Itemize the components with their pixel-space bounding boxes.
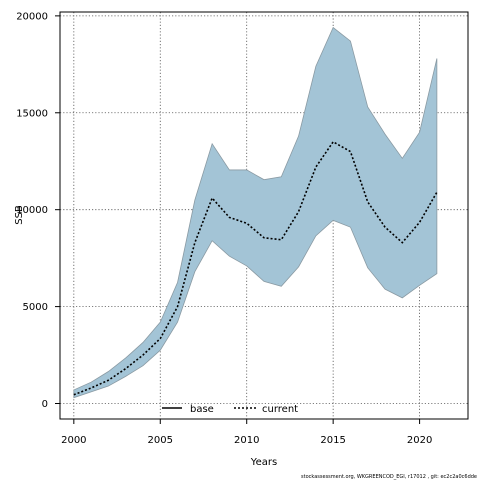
- current-series-line: [73, 140, 438, 396]
- x-axis-title: Years: [250, 457, 277, 468]
- x-tick-label: 2020: [407, 435, 432, 446]
- x-tick-label: 2005: [148, 435, 173, 446]
- confidence-band: [73, 26, 438, 399]
- plot-frame: [59, 11, 469, 420]
- x-tick-label: 2010: [234, 435, 259, 446]
- legend: base current: [162, 404, 298, 415]
- footer-credit: stockassessment.org, WKGREENCOD_EGI, r17…: [301, 474, 477, 480]
- x-axis: 2000 2005 2010 2015 2020: [61, 419, 432, 446]
- y-tick-label: 0: [42, 399, 48, 410]
- y-tick-label: 10000: [16, 205, 48, 216]
- y-tick-label: 20000: [16, 11, 48, 22]
- x-tick-label: 2000: [61, 435, 86, 446]
- legend-current-label: current: [262, 404, 298, 415]
- legend-base-label: base: [190, 404, 214, 415]
- y-tick-label: 15000: [16, 108, 48, 119]
- y-axis: 0 5000 10000 15000 20000: [16, 11, 60, 410]
- x-tick-label: 2015: [320, 435, 345, 446]
- y-tick-label: 5000: [23, 302, 48, 313]
- y-axis-title: SSB: [14, 205, 25, 225]
